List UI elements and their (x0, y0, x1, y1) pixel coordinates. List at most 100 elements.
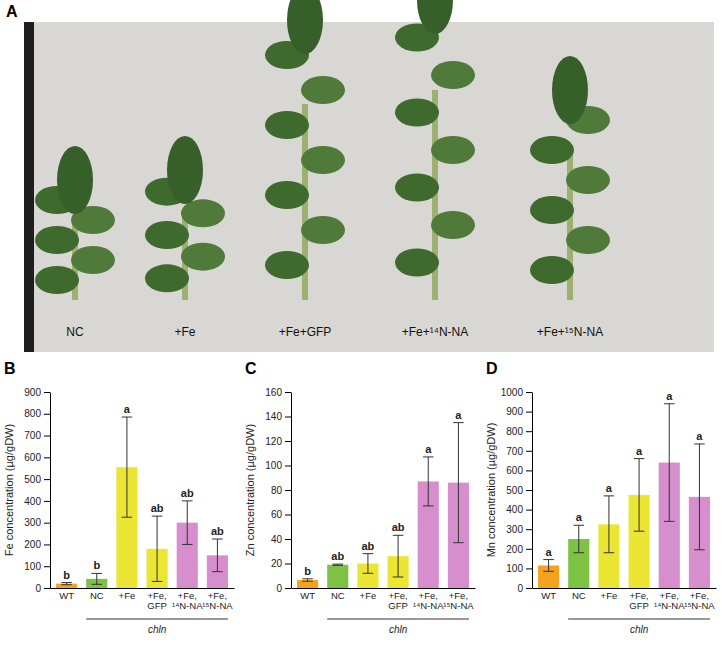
y-tick: 900 (24, 387, 50, 398)
plant-leaf (265, 181, 309, 209)
significance-letter: a (425, 443, 432, 455)
y-tick-mark (285, 441, 291, 442)
y-tick-label: 200 (24, 539, 41, 550)
plant-leaf (530, 256, 574, 284)
group-label: chln (389, 624, 408, 635)
y-tick-mark (526, 431, 532, 432)
significance-letter: b (63, 569, 70, 581)
y-tick-label: 0 (35, 583, 41, 594)
y-tick-mark (526, 412, 532, 413)
x-tick-label-line: +Fe, (449, 590, 468, 601)
error-line (398, 535, 399, 577)
y-tick: 400 (506, 504, 532, 515)
y-axis-title: Fe concentration (µg/gDW) (3, 424, 15, 556)
y-tick-label: 500 (506, 485, 523, 496)
x-tick-label-line: +Fe, (419, 590, 438, 601)
y-tick-mark (526, 568, 532, 569)
error-line (367, 554, 368, 574)
x-tick-label: NC (90, 590, 104, 601)
plant-leaf (35, 226, 79, 254)
axis-line (291, 393, 292, 589)
error-cap (393, 576, 404, 577)
error-cap (61, 582, 72, 583)
group-line (86, 619, 228, 620)
y-tick: 700 (24, 430, 50, 441)
error-cap (543, 571, 554, 572)
panel-letter: A (6, 3, 18, 20)
significance-letter: a (576, 511, 583, 523)
y-tick-mark (44, 457, 50, 458)
y-tick-label: 900 (24, 387, 41, 398)
x-tick-label: WT (541, 590, 556, 601)
y-tick-mark (44, 566, 50, 567)
error-bar (694, 444, 705, 550)
error-line (157, 516, 158, 581)
y-tick-label: 1000 (501, 387, 524, 398)
error-bar (91, 573, 102, 584)
y-axis-title: Zn concentration (µg/gDW) (244, 424, 256, 556)
plant-sketch (395, 0, 475, 300)
y-tick: 100 (265, 460, 291, 471)
photo-background (24, 22, 714, 352)
bar (297, 580, 318, 588)
error-cap (61, 584, 72, 585)
y-tick: 80 (271, 485, 291, 496)
y-tick-mark (526, 588, 532, 589)
x-tick-label: +Fe,¹⁴N-NA (172, 590, 203, 611)
x-tick: +Fe,¹⁵N-NA (202, 590, 233, 611)
y-tick-label: 800 (24, 408, 41, 419)
x-tick-label-line: NC (572, 590, 586, 601)
panel-letter: B (4, 360, 16, 377)
plant-leaf (566, 226, 610, 254)
y-tick: 120 (265, 436, 291, 447)
plant-leaf (395, 99, 439, 127)
error-cap (122, 517, 133, 518)
x-tick-label: +Fe (360, 590, 377, 601)
y-tick-label: 20 (271, 558, 283, 569)
plot-marks (538, 404, 710, 588)
error-bar (302, 579, 313, 581)
error-cap (363, 553, 374, 554)
x-tick: +Fe (601, 590, 618, 601)
plant-sketch (145, 136, 225, 300)
x-tick-label-line: +Fe, (208, 590, 227, 601)
plant-leaf (145, 221, 189, 249)
y-tick: 200 (24, 539, 50, 550)
error-cap (694, 443, 705, 444)
error-line (578, 525, 579, 552)
y-tick-label: 200 (506, 544, 523, 555)
y-tick-label: 100 (24, 561, 41, 572)
plant-leaf (71, 246, 115, 274)
error-cap (664, 403, 675, 404)
significance-letter: a (636, 445, 643, 457)
error-cap (122, 417, 133, 418)
chart-panel: Daaaaaa01002003004005006007008009001000W… (485, 360, 717, 635)
y-axis: 01002003004005006007008009001000 (501, 387, 533, 594)
axis-line (292, 588, 476, 589)
plant-leaf (301, 216, 345, 244)
error-cap (152, 581, 163, 582)
y-tick-label: 160 (265, 387, 282, 398)
significance-letter: ab (211, 525, 224, 537)
y-tick-mark (44, 436, 50, 437)
plant-leaf (431, 211, 475, 239)
panel-letter: C (245, 360, 257, 377)
plant-leaf (167, 136, 203, 204)
error-cap (453, 542, 464, 543)
error-bar (212, 539, 223, 572)
x-tick-label-line: +Fe, (147, 590, 166, 601)
y-tick: 40 (271, 534, 291, 545)
plant-leaf (35, 266, 79, 294)
x-tick-label-line: ¹⁴N-NA (654, 600, 685, 611)
error-bar (122, 417, 133, 517)
x-tick-label-line: ¹⁴N-NA (413, 600, 444, 611)
plant-leaf (431, 136, 475, 164)
photo-label: +Fe+GFP (279, 325, 332, 339)
error-cap (363, 573, 374, 574)
x-tick-label-line: +Fe, (178, 590, 197, 601)
x-tick-label: +Fe,¹⁴N-NA (413, 590, 444, 611)
error-line (458, 423, 459, 543)
y-tick-label: 700 (24, 430, 41, 441)
y-tick-mark (44, 392, 50, 393)
x-tick: +Fe,GFP (629, 590, 649, 611)
